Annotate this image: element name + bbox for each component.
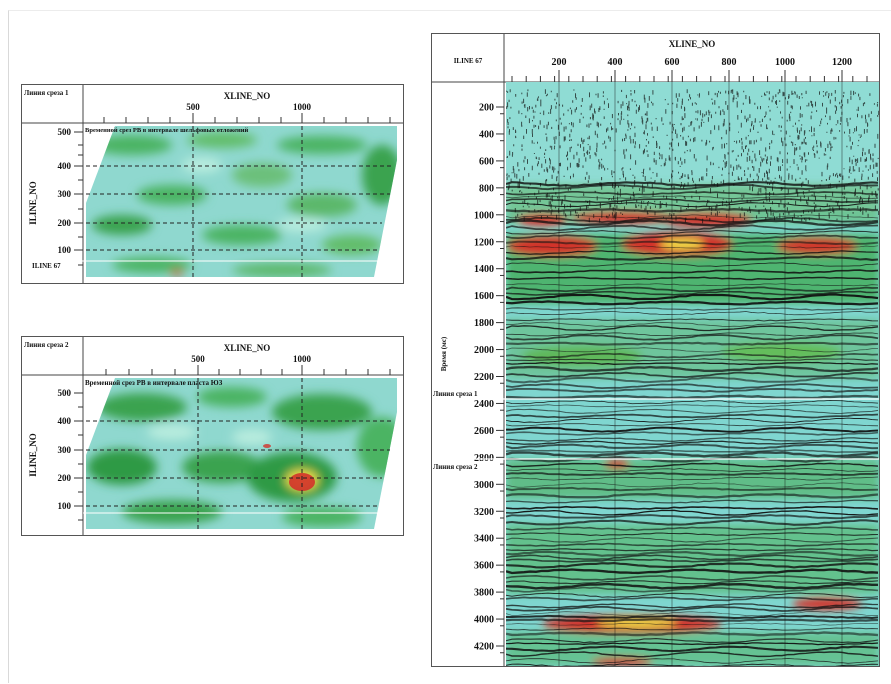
section-y-ticks	[496, 106, 504, 654]
section-y-tick-2200: 2200	[474, 372, 494, 383]
section-y-tick-3400: 3400	[474, 534, 494, 545]
seismic-noise-traces	[506, 89, 879, 224]
slice1-caption: Временной срез РВ в интервале шельфовых …	[85, 127, 249, 134]
section-y-tick-2800: 2800	[474, 453, 494, 464]
slice1-y-axis-label: ILINE_NO	[28, 181, 38, 225]
section-y-tick-3600: 3600	[474, 561, 494, 572]
time-slice-2-panel: Линия среза 2 XLINE_NO 500 1000 ILINE_NO…	[21, 336, 404, 536]
slice1-iline-marker: ILINE 67	[32, 262, 61, 270]
time-slice-1-panel: Линия среза 1 XLINE_NO 500 1000 ILINE_NO…	[21, 84, 404, 284]
slice1-x-tick-1000: 1000	[293, 102, 312, 112]
section-y-tick-200: 200	[479, 103, 494, 114]
slice2-y-minor-ticks	[74, 392, 83, 521]
slice2-grid	[86, 378, 394, 529]
slice2-amplitude-map	[86, 378, 397, 529]
section-y-tick-600: 600	[479, 156, 494, 167]
section-x-tick-800: 800	[722, 57, 737, 68]
slice2-corner-label: Линия среза 2	[24, 341, 69, 349]
section-y-tick-1000: 1000	[474, 210, 494, 221]
section-y-tick-1400: 1400	[474, 264, 494, 275]
slice2-x-minor-ticks	[105, 365, 391, 375]
section-x-tick-1200: 1200	[832, 57, 852, 68]
section-y-tick-800: 800	[479, 183, 494, 194]
figure-frame	[8, 10, 891, 683]
slice1-y-tick-500: 500	[58, 127, 72, 137]
section-y-tick-4200: 4200	[474, 642, 494, 653]
slice2-red-anomaly	[289, 473, 315, 491]
section-y-tick-3800: 3800	[474, 588, 494, 599]
seismic-section-svg: ILINE 67 XLINE_NO 200 400 600 800 1000 1…	[432, 34, 879, 666]
slice2-y-tick-200: 200	[58, 473, 72, 483]
section-x-tick-400: 400	[608, 57, 623, 68]
section-y-tick-2400: 2400	[474, 399, 494, 410]
slice1-y-minor-ticks	[74, 131, 83, 266]
slice1-y-tick-200: 200	[58, 218, 72, 228]
section-y-tick-1800: 1800	[474, 318, 494, 329]
slice2-y-tick-300: 300	[58, 445, 72, 455]
section-y-tick-2000: 2000	[474, 345, 494, 356]
slice2-x-tick-1000: 1000	[293, 354, 312, 364]
seismic-section-panel: ILINE 67 XLINE_NO 200 400 600 800 1000 1…	[431, 33, 880, 667]
seismic-vertical-grid	[558, 82, 843, 666]
section-y-axis-label: Время (мс)	[440, 336, 448, 371]
slice2-x-axis-label: XLINE_NO	[224, 343, 271, 353]
section-x-tick-200: 200	[552, 57, 567, 68]
slice1-y-tick-300: 300	[58, 189, 72, 199]
section-x-tick-1000: 1000	[775, 57, 795, 68]
section-y-tick-3200: 3200	[474, 507, 494, 518]
section-y-tick-400: 400	[479, 129, 494, 140]
section-corner-label: ILINE 67	[454, 57, 483, 65]
section-x-axis-label: XLINE_NO	[669, 39, 716, 49]
slice2-x-tick-500: 500	[191, 354, 205, 364]
slice2-y-axis-label: ILINE_NO	[28, 433, 38, 477]
slice2-y-tick-500: 500	[58, 388, 72, 398]
slice1-x-tick-500: 500	[186, 102, 200, 112]
seismic-section-image	[506, 82, 879, 666]
section-y-tick-3000: 3000	[474, 480, 494, 491]
slice2-y-tick-400: 400	[58, 416, 72, 426]
section-y-tick-4000: 4000	[474, 615, 494, 626]
slice1-y-tick-100: 100	[58, 245, 72, 255]
section-marker-2: Линия среза 2	[433, 463, 478, 471]
section-y-tick-2600: 2600	[474, 426, 494, 437]
section-x-minor-ticks	[511, 70, 868, 82]
section-y-tick-1600: 1600	[474, 291, 494, 302]
section-x-tick-600: 600	[665, 57, 680, 68]
slice2-y-tick-100: 100	[58, 501, 72, 511]
section-marker-1: Линия среза 1	[433, 390, 478, 398]
time-slice-1-svg: Линия среза 1 XLINE_NO 500 1000 ILINE_NO…	[22, 85, 403, 283]
slice1-corner-label: Линия среза 1	[24, 89, 69, 97]
slice1-amplitude-map	[86, 126, 397, 277]
slice1-x-minor-ticks	[103, 113, 391, 123]
section-y-tick-1200: 1200	[474, 237, 494, 248]
slice2-caption: Временной срез РВ в интервале пласта ЮЗ	[85, 379, 223, 387]
seismic-reflectors	[506, 181, 879, 666]
slice1-x-axis-label: XLINE_NO	[224, 91, 271, 101]
time-slice-2-svg: Линия среза 2 XLINE_NO 500 1000 ILINE_NO…	[22, 337, 403, 535]
slice1-y-tick-400: 400	[58, 161, 72, 171]
